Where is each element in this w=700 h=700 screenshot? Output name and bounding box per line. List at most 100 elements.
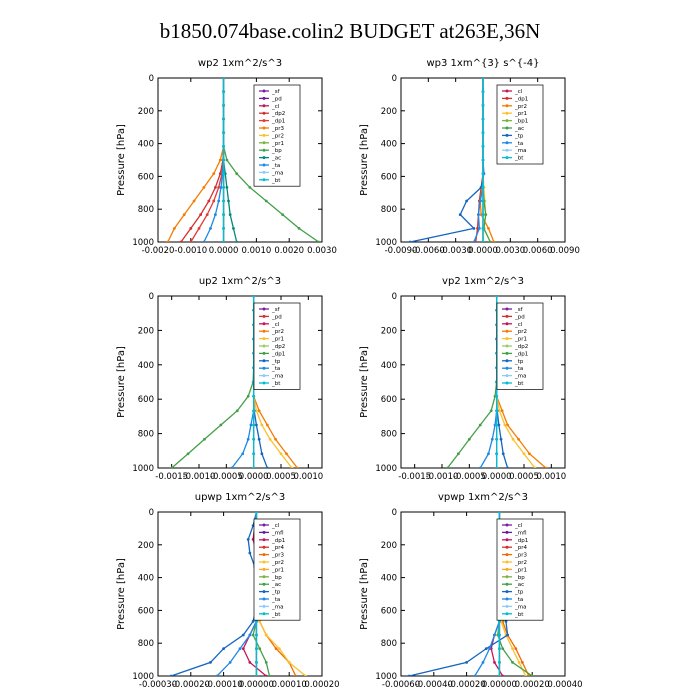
legend-marker <box>505 96 509 100</box>
legend-entry: _pr4 <box>514 545 528 551</box>
legend-entry: _pr2 <box>271 560 284 566</box>
legend-marker <box>262 530 266 534</box>
data-point <box>217 199 221 203</box>
data-point <box>495 452 499 456</box>
y-tick-label: 600 <box>381 606 397 616</box>
x-tick-label: -0.0005 <box>210 472 243 482</box>
legend-entry: _dp1 <box>271 351 285 357</box>
data-point <box>265 423 269 427</box>
data-point <box>222 240 225 242</box>
legend-marker <box>262 597 266 601</box>
data-point <box>281 213 285 217</box>
data-point <box>511 660 514 664</box>
legend-entry: _ta <box>271 163 280 169</box>
legend-marker <box>505 381 509 385</box>
panel-1: wp2 1xm^2/s^3 Pressure [hPa] 0 200 400 600 800… <box>116 58 337 256</box>
data-point <box>248 633 252 637</box>
legend-entry: _ta <box>271 366 280 372</box>
data-point <box>225 185 229 189</box>
legend-entry: _ma <box>514 148 526 154</box>
data-point <box>495 394 499 398</box>
legend-marker <box>505 329 509 333</box>
data-point <box>446 466 449 468</box>
data-point <box>285 452 288 456</box>
data-point <box>487 226 490 230</box>
x-tick-label: 0.0000 <box>209 246 239 256</box>
data-point <box>465 199 468 203</box>
x-tick-label: 0.0005 <box>266 472 296 482</box>
legend-marker <box>505 111 509 115</box>
data-point <box>222 199 226 203</box>
legend-entry: _cl <box>271 104 280 110</box>
x-tick-label: 0.00020 <box>515 680 550 690</box>
y-axis-label: Pressure [hPa] <box>359 346 370 418</box>
data-point <box>517 660 521 664</box>
data-point <box>498 660 501 664</box>
x-tick-label: 0.0060 <box>523 246 553 256</box>
legend-entry: _ac <box>514 126 524 132</box>
y-tick-label: 0 <box>392 292 397 302</box>
data-point <box>203 437 206 441</box>
data-point <box>478 466 482 468</box>
data-point <box>186 452 190 456</box>
data-point <box>214 185 217 189</box>
legend-entry: _pr3 <box>514 553 528 559</box>
data-point <box>166 240 170 242</box>
y-tick-label: 1000 <box>132 238 154 248</box>
series-line-tp <box>409 78 485 242</box>
data-point <box>189 240 193 242</box>
legend-entry: _cl <box>271 322 280 328</box>
data-point <box>227 199 230 203</box>
data-point <box>493 633 496 637</box>
legend-entry: _pr2 <box>514 104 527 110</box>
data-point <box>294 674 298 676</box>
legend-entry: _pr2 <box>271 133 284 139</box>
data-point <box>481 240 485 242</box>
legend-marker <box>262 111 266 115</box>
y-tick-label: 600 <box>381 172 397 182</box>
legend-entry: _cl <box>514 523 523 529</box>
data-point <box>219 185 223 189</box>
data-point <box>279 452 283 456</box>
legend-entry: _ta <box>271 597 280 603</box>
data-point <box>465 660 468 664</box>
y-tick-label: 800 <box>138 205 154 215</box>
legend-entry: _sf <box>271 307 281 313</box>
legend-entry: _pr1 <box>271 337 284 343</box>
legend-marker <box>505 351 509 355</box>
data-point <box>222 90 226 94</box>
legend-marker <box>262 545 266 549</box>
series-group <box>166 78 321 242</box>
data-point <box>498 409 501 413</box>
series-line-ta <box>216 512 258 676</box>
data-point <box>241 633 245 637</box>
data-point <box>472 240 476 242</box>
y-tick-label: 400 <box>381 361 397 371</box>
legend-marker <box>262 381 266 385</box>
data-point <box>481 660 485 664</box>
data-point <box>225 158 229 162</box>
legend-marker <box>262 575 266 579</box>
data-point <box>257 409 261 413</box>
legend-marker <box>262 553 266 557</box>
data-point <box>487 452 490 456</box>
data-point <box>255 660 258 664</box>
figure-title: b1850.074base.colin2 BUDGET at263E,36N <box>160 19 540 43</box>
data-point <box>458 213 462 217</box>
data-point <box>219 423 223 427</box>
data-point <box>492 240 496 242</box>
legend: _sf_pd _cl_dp2 _dp1_pr3_pr2 _pr1_bp _ac_ta_m… <box>253 84 301 187</box>
data-point <box>484 213 488 217</box>
legend-entry: _mfl <box>271 530 284 536</box>
data-point <box>481 226 485 230</box>
data-point <box>248 185 252 189</box>
data-point <box>490 437 494 441</box>
x-tick-label: 0.0010 <box>242 246 272 256</box>
x-tick-label: 0.00000 <box>482 680 517 690</box>
data-point <box>255 423 258 427</box>
legend-entry: _pr4 <box>271 545 285 551</box>
x-tick-label: 0.00040 <box>547 680 582 690</box>
legend-marker <box>505 322 509 326</box>
y-tick-label: 1000 <box>132 464 154 474</box>
data-point <box>407 674 411 676</box>
